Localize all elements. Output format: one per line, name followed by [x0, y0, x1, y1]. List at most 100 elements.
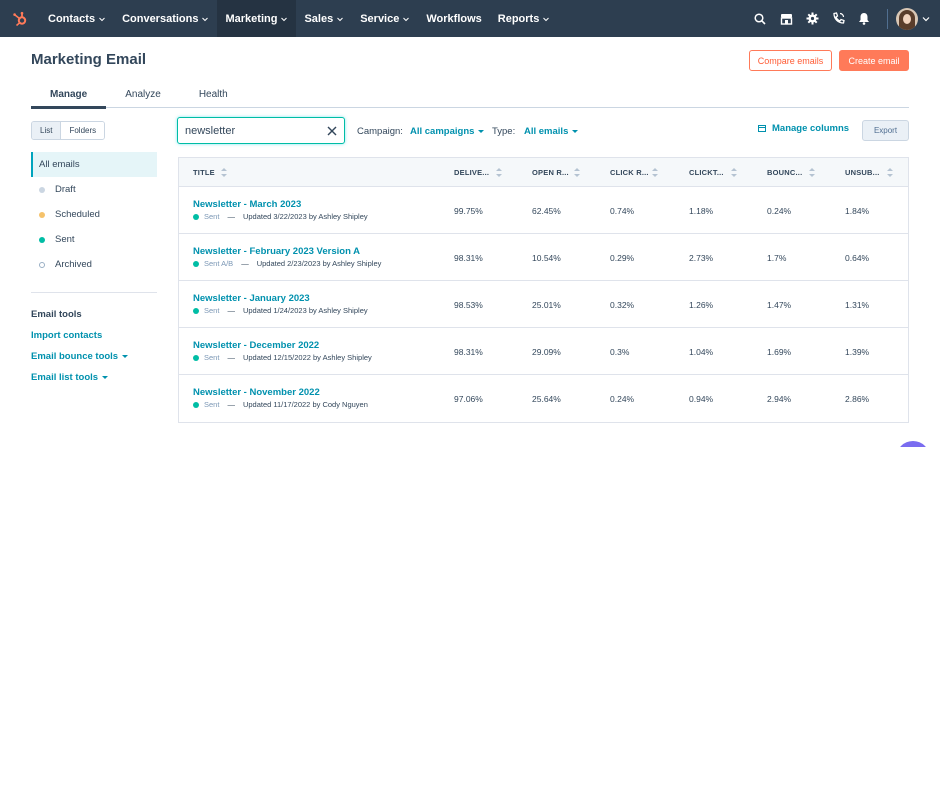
status-dot-icon [39, 261, 45, 268]
click-rate-cell: 0.24% [610, 394, 635, 404]
filter-sent[interactable]: Sent [31, 227, 157, 252]
column-header-delivered[interactable]: DELIVE... [454, 158, 489, 187]
search-input[interactable] [185, 124, 327, 137]
email-title-link[interactable]: Newsletter - March 2023 [193, 199, 302, 210]
nav-item-workflows[interactable]: Workflows [418, 0, 489, 37]
list-view-button[interactable]: List [32, 122, 61, 139]
chevron-down-icon[interactable] [918, 16, 934, 22]
email-tools-heading: Email tools [31, 309, 82, 320]
filter-all-emails[interactable]: All emails [31, 152, 157, 177]
email-meta: Sent — Updated 3/22/2023 by Ashley Shipley [193, 212, 368, 221]
column-label: TITLE [193, 168, 215, 177]
dropdown-value: All emails [524, 126, 569, 137]
import-contacts-link[interactable]: Import contacts [31, 330, 102, 341]
filter-draft[interactable]: Draft [31, 177, 157, 202]
nav-item-marketing[interactable]: Marketing [217, 0, 297, 37]
email-title-link[interactable]: Newsletter - January 2023 [193, 293, 310, 304]
chevron-down-icon [543, 17, 550, 21]
delivered-cell: 98.31% [454, 253, 483, 263]
status-label: Sent [204, 400, 220, 409]
nav-item-reports[interactable]: Reports [490, 0, 559, 37]
email-filters: All emails Draft Scheduled Sent Archived [31, 152, 157, 277]
sort-icon[interactable] [887, 168, 893, 177]
tab-health[interactable]: Health [198, 88, 228, 100]
table-row: Newsletter - February 2023 Version A Sen… [179, 234, 908, 281]
email-title-link[interactable]: Newsletter - November 2022 [193, 387, 320, 398]
status-dot-icon [193, 354, 199, 361]
emails-table: TITLE DELIVE... OPEN R... CLICK R... CLI… [178, 157, 909, 423]
bounce-cell: 1.47% [767, 300, 792, 310]
filter-label: Draft [55, 184, 76, 195]
close-icon[interactable] [327, 124, 337, 138]
compare-emails-button[interactable]: Compare emails [749, 50, 832, 71]
sort-icon[interactable] [652, 168, 658, 177]
help-bubble-mask [880, 447, 940, 487]
nav-item-contacts[interactable]: Contacts [40, 0, 114, 37]
column-header-unsubscribe[interactable]: UNSUB... [845, 158, 880, 187]
separator-dash: — [227, 400, 235, 409]
open-rate-cell: 29.09% [532, 347, 561, 357]
tab-analyze[interactable]: Analyze [125, 88, 161, 100]
export-button[interactable]: Export [862, 120, 909, 141]
clickthrough-cell: 1.26% [689, 300, 714, 310]
bounce-cell: 1.69% [767, 347, 792, 357]
nav-item-label: Reports [497, 12, 540, 25]
view-toggle: List Folders [31, 121, 106, 140]
nav-item-sales[interactable]: Sales [296, 0, 352, 37]
sort-icon[interactable] [574, 168, 580, 177]
delivered-cell: 98.53% [454, 300, 483, 310]
avatar[interactable] [896, 7, 918, 30]
column-header-clickthrough[interactable]: CLICKT... [689, 158, 724, 187]
separator-dash: — [241, 259, 249, 268]
click-rate-cell: 0.74% [610, 206, 635, 216]
filter-scheduled[interactable]: Scheduled [31, 202, 157, 227]
column-header-click-rate[interactable]: CLICK R... [610, 158, 649, 187]
email-meta: Sent — Updated 11/17/2022 by Cody Nguyen [193, 400, 368, 409]
calling-icon[interactable] [825, 0, 851, 37]
open-rate-cell: 25.64% [532, 394, 561, 404]
type-filter-dropdown[interactable]: All emails [524, 126, 579, 137]
clickthrough-cell: 2.73% [689, 253, 714, 263]
status-dot-icon [193, 213, 199, 220]
nav-item-label: Contacts [48, 12, 96, 25]
folders-view-button[interactable]: Folders [60, 122, 105, 139]
email-bounce-tools-menu[interactable]: Email bounce tools [31, 351, 129, 362]
delivered-cell: 98.31% [454, 347, 483, 357]
caret-down-icon [102, 376, 109, 379]
search-icon[interactable] [747, 0, 773, 37]
nav-item-label: Conversations [122, 12, 199, 25]
nav-item-conversations[interactable]: Conversations [114, 0, 217, 37]
manage-columns-button[interactable]: Manage columns [758, 123, 849, 134]
notifications-icon[interactable] [851, 0, 877, 37]
create-email-button[interactable]: Create email [839, 50, 909, 71]
chevron-down-icon [99, 17, 105, 21]
updated-text: Updated 1/24/2023 by Ashley Shipley [242, 306, 368, 315]
sort-icon[interactable] [809, 168, 815, 177]
separator-dash: — [227, 353, 235, 362]
delivered-cell: 97.06% [454, 394, 483, 404]
column-header-bounce[interactable]: BOUNC... [767, 158, 802, 187]
columns-icon [758, 125, 766, 132]
campaign-filter-dropdown[interactable]: All campaigns [410, 126, 485, 137]
filter-archived[interactable]: Archived [31, 252, 157, 277]
clickthrough-cell: 0.94% [689, 394, 714, 404]
manage-columns-label: Manage columns [772, 123, 850, 134]
search-box [177, 117, 345, 144]
email-title-link[interactable]: Newsletter - February 2023 Version A [193, 246, 361, 257]
nav-separator [887, 8, 888, 29]
status-dot-icon [39, 211, 45, 218]
hubspot-logo-icon[interactable] [0, 0, 40, 37]
settings-icon[interactable] [799, 0, 825, 37]
marketplace-icon[interactable] [773, 0, 799, 37]
column-header-open-rate[interactable]: OPEN R... [532, 158, 569, 187]
nav-item-service[interactable]: Service [352, 0, 418, 37]
email-title-link[interactable]: Newsletter - December 2022 [193, 340, 320, 351]
column-header-title[interactable]: TITLE [193, 158, 227, 187]
email-list-tools-menu[interactable]: Email list tools [31, 372, 109, 383]
table-row: Newsletter - December 2022 Sent — Updated … [179, 328, 908, 375]
table-row: Newsletter - November 2022 Sent — Updated … [179, 375, 908, 422]
sort-icon[interactable] [731, 168, 737, 177]
column-label: UNSUB... [845, 168, 880, 177]
tab-manage[interactable]: Manage [31, 80, 107, 109]
sort-icon[interactable] [496, 168, 502, 177]
